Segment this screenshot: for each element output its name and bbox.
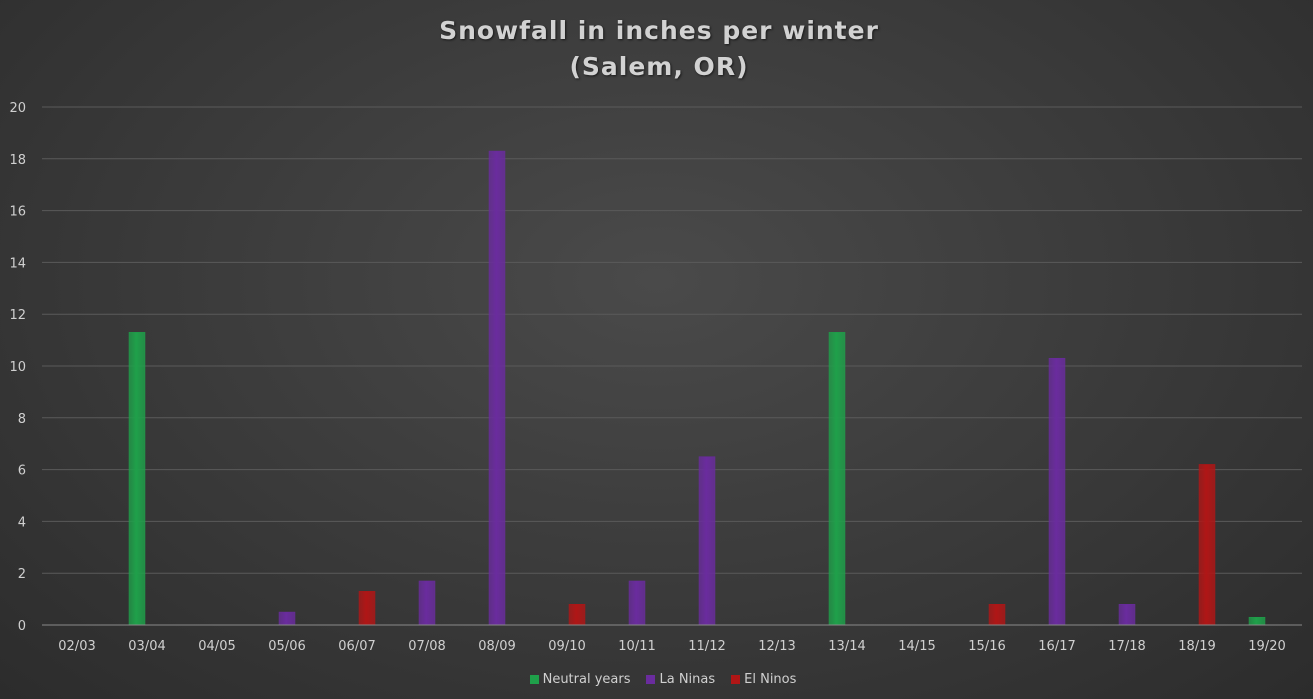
legend-swatch: [646, 675, 656, 684]
x-tick-label: 12/13: [758, 639, 795, 654]
y-tick-label: 12: [9, 308, 26, 323]
legend-label: El Ninos: [744, 672, 797, 687]
legend-item: La Ninas: [646, 672, 715, 687]
grid-lines: [42, 106, 1302, 574]
bar: [1198, 464, 1216, 626]
y-tick-label: 0: [18, 619, 26, 634]
chart-subtitle: (Salem, OR): [569, 52, 749, 81]
bar: [1248, 616, 1266, 626]
x-tick-label: 17/18: [1108, 639, 1145, 654]
x-tick-label: 13/14: [828, 639, 865, 654]
bar: [828, 332, 846, 626]
y-tick-label: 6: [18, 464, 26, 479]
bar: [628, 580, 646, 626]
y-axis-ticks: 0 2 4 6 8 10 12 14 16 18 20: [9, 101, 26, 634]
x-tick-label: 04/05: [198, 639, 235, 654]
bar: [488, 150, 506, 626]
legend-item: Neutral years: [529, 672, 631, 687]
y-tick-label: 20: [9, 101, 26, 116]
x-tick-label: 16/17: [1038, 639, 1075, 654]
legend-swatch: [529, 675, 539, 684]
x-tick-label: 09/10: [548, 639, 585, 654]
bar: [1048, 357, 1066, 626]
y-tick-label: 14: [9, 256, 26, 271]
legend-label: Neutral years: [542, 672, 631, 687]
bar: [278, 611, 296, 626]
bars: [128, 150, 1266, 626]
x-tick-label: 08/09: [478, 639, 515, 654]
bar: [1118, 604, 1136, 626]
y-tick-label: 18: [9, 153, 26, 168]
x-tick-label: 19/20: [1248, 639, 1285, 654]
x-tick-label: 15/16: [968, 639, 1005, 654]
bar: [698, 456, 716, 626]
x-tick-label: 07/08: [408, 639, 445, 654]
bar: [568, 604, 586, 626]
x-tick-label: 05/06: [268, 639, 305, 654]
x-tick-label: 02/03: [58, 639, 95, 654]
legend: Neutral years La Ninas El Ninos: [0, 672, 1313, 687]
bar: [988, 604, 1006, 626]
x-tick-label: 18/19: [1178, 639, 1215, 654]
x-tick-label: 10/11: [618, 639, 655, 654]
legend-item: El Ninos: [731, 672, 796, 687]
x-tick-label: 03/04: [128, 639, 165, 654]
legend-swatch: [731, 675, 741, 684]
y-tick-label: 4: [18, 515, 26, 530]
bar: [418, 580, 436, 626]
y-tick-label: 8: [18, 412, 26, 427]
y-tick-label: 10: [9, 360, 26, 375]
chart-title: Snowfall in inches per winter: [439, 16, 879, 45]
x-tick-label: 06/07: [338, 639, 375, 654]
y-tick-label: 2: [18, 567, 26, 582]
bar: [358, 591, 376, 626]
x-axis-ticks: 02/03 03/04 04/05 05/06 06/07 07/08 08/09 09/10…: [58, 639, 1285, 654]
legend-label: La Ninas: [659, 672, 716, 687]
x-tick-label: 14/15: [898, 639, 935, 654]
x-tick-label: 11/12: [688, 639, 725, 654]
y-tick-label: 16: [9, 205, 26, 220]
bar: [128, 332, 146, 626]
